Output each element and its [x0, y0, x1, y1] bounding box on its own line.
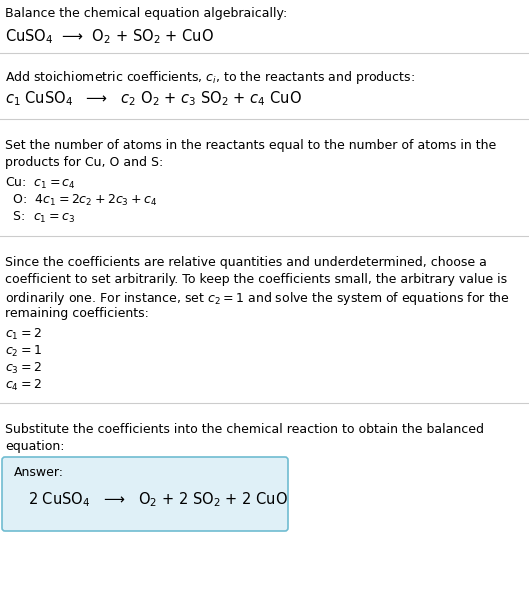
Text: 2 CuSO$_4$   ⟶   O$_2$ + 2 SO$_2$ + 2 CuO: 2 CuSO$_4$ ⟶ O$_2$ + 2 SO$_2$ + 2 CuO — [28, 490, 288, 509]
Text: $c_3 = 2$: $c_3 = 2$ — [5, 361, 42, 376]
Text: Balance the chemical equation algebraically:: Balance the chemical equation algebraica… — [5, 7, 287, 20]
Text: $c_1$ CuSO$_4$   ⟶   $c_2$ O$_2$ + $c_3$ SO$_2$ + $c_4$ CuO: $c_1$ CuSO$_4$ ⟶ $c_2$ O$_2$ + $c_3$ SO$… — [5, 89, 302, 107]
Text: CuSO$_4$  ⟶  O$_2$ + SO$_2$ + CuO: CuSO$_4$ ⟶ O$_2$ + SO$_2$ + CuO — [5, 27, 214, 46]
Text: ordinarily one. For instance, set $c_2 = 1$ and solve the system of equations fo: ordinarily one. For instance, set $c_2 =… — [5, 290, 510, 307]
FancyBboxPatch shape — [2, 457, 288, 531]
Text: Add stoichiometric coefficients, $c_i$, to the reactants and products:: Add stoichiometric coefficients, $c_i$, … — [5, 69, 415, 86]
Text: remaining coefficients:: remaining coefficients: — [5, 307, 149, 320]
Text: equation:: equation: — [5, 440, 65, 453]
Text: Set the number of atoms in the reactants equal to the number of atoms in the: Set the number of atoms in the reactants… — [5, 139, 496, 152]
Text: $c_1 = 2$: $c_1 = 2$ — [5, 327, 42, 342]
Text: products for Cu, O and S:: products for Cu, O and S: — [5, 156, 163, 169]
Text: Cu:  $c_1 = c_4$: Cu: $c_1 = c_4$ — [5, 176, 76, 191]
Text: $c_4 = 2$: $c_4 = 2$ — [5, 378, 42, 393]
Text: $c_2 = 1$: $c_2 = 1$ — [5, 344, 42, 359]
Text: Answer:: Answer: — [14, 466, 64, 479]
Text: S:  $c_1 = c_3$: S: $c_1 = c_3$ — [5, 210, 75, 225]
Text: Since the coefficients are relative quantities and underdetermined, choose a: Since the coefficients are relative quan… — [5, 256, 487, 269]
Text: O:  $4 c_1 = 2 c_2 + 2 c_3 + c_4$: O: $4 c_1 = 2 c_2 + 2 c_3 + c_4$ — [5, 193, 157, 208]
Text: Substitute the coefficients into the chemical reaction to obtain the balanced: Substitute the coefficients into the che… — [5, 423, 484, 436]
Text: coefficient to set arbitrarily. To keep the coefficients small, the arbitrary va: coefficient to set arbitrarily. To keep … — [5, 273, 507, 286]
